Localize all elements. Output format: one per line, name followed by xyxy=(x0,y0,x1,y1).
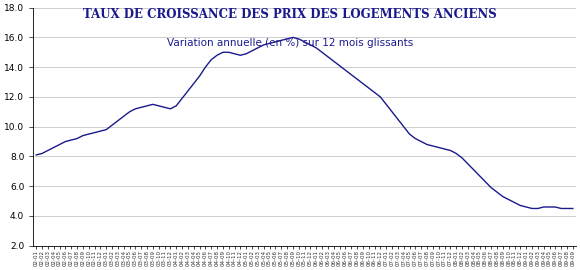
Text: Variation annuelle (en %) sur 12 mois glissants: Variation annuelle (en %) sur 12 mois gl… xyxy=(167,38,413,48)
Text: TAUX DE CROISSANCE DES PRIX DES LOGEMENTS ANCIENS: TAUX DE CROISSANCE DES PRIX DES LOGEMENT… xyxy=(83,8,497,21)
